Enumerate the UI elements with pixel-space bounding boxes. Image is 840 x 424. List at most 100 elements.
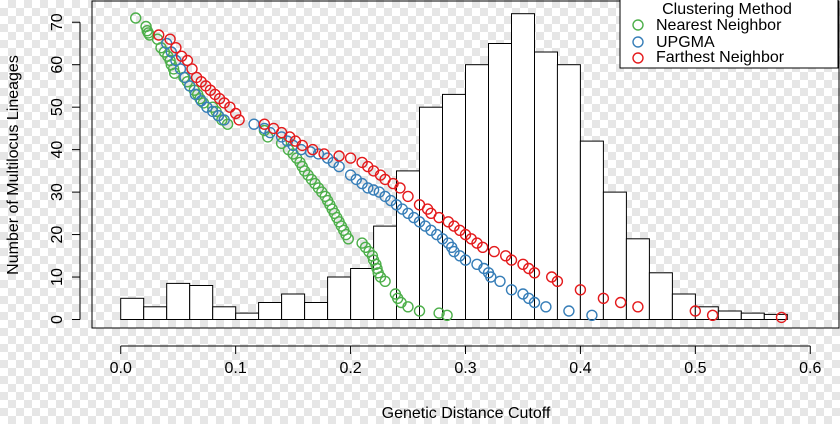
data-point	[505, 284, 518, 296]
data-point	[431, 228, 443, 241]
histogram-bar	[281, 293, 306, 320]
data-point	[597, 292, 610, 304]
data-point	[563, 305, 575, 317]
data-point	[258, 122, 271, 135]
data-point	[307, 143, 319, 156]
data-point	[218, 114, 230, 126]
x-tick-label: 0.6	[799, 360, 821, 377]
data-point	[233, 114, 245, 126]
data-point	[385, 194, 397, 207]
legend-label-upgma: UPGMA	[656, 34, 715, 51]
data-point	[174, 63, 187, 75]
data-point	[362, 182, 374, 194]
y-tick-label: 50	[49, 98, 66, 116]
legend-marker-nearest	[632, 19, 644, 31]
data-point	[459, 228, 472, 241]
data-point	[706, 309, 719, 321]
y-tick-label: 70	[49, 13, 66, 31]
histogram-bar	[143, 306, 168, 320]
legend: Clustering Method Nearest Neighbor UPGMA…	[619, 0, 839, 69]
data-point	[505, 254, 518, 266]
data-point	[433, 211, 445, 224]
histogram-bar	[625, 238, 650, 320]
x-tick-label: 0.2	[339, 360, 361, 377]
data-point	[540, 301, 552, 313]
x-axis: 0.0 0.1 0.2 0.3 0.4 0.5 0.6	[110, 345, 821, 377]
data-point	[574, 284, 587, 296]
data-point	[494, 275, 506, 287]
legend-box	[619, 0, 839, 69]
data-point	[170, 42, 182, 54]
y-tick-label: 10	[49, 268, 66, 286]
legend-marker-farthest	[632, 52, 644, 64]
data-point	[396, 203, 408, 215]
legend-label-farthest: Farthest Neighbor	[656, 49, 785, 66]
data-point	[459, 254, 472, 266]
histogram-bar	[258, 302, 283, 320]
data-point	[448, 220, 460, 232]
data-point	[551, 275, 564, 287]
data-point	[517, 258, 529, 270]
data-point	[129, 12, 142, 24]
data-point	[441, 309, 453, 321]
data-point	[523, 292, 535, 304]
data-point	[229, 107, 242, 120]
data-point	[181, 54, 194, 67]
histogram-bar	[763, 313, 788, 320]
histogram-bar	[304, 302, 329, 320]
y-axis-label: Number of Multilocus Lineages	[5, 55, 22, 275]
legend-label-nearest: Nearest Neighbor	[656, 17, 782, 34]
legend-marker-upgma	[632, 36, 644, 48]
data-point	[318, 148, 330, 160]
data-point	[394, 182, 406, 194]
data-point	[350, 173, 362, 186]
y-tick-label: 40	[49, 141, 66, 159]
histogram-bar	[350, 268, 375, 320]
data-point	[408, 211, 420, 224]
y-tick-label: 0	[49, 315, 66, 324]
data-point	[186, 63, 198, 75]
histogram-bar	[442, 93, 466, 321]
histogram-bar	[534, 51, 558, 320]
x-tick-label: 0.4	[569, 360, 591, 377]
data-point	[370, 258, 382, 270]
x-tick-label: 0.5	[684, 360, 706, 377]
data-point	[402, 190, 414, 203]
histogram-bar	[212, 306, 237, 320]
data-point	[485, 271, 497, 283]
data-point	[275, 131, 288, 143]
data-point	[224, 101, 236, 113]
plot-frame	[91, 0, 840, 329]
data-point	[379, 190, 391, 203]
data-point	[402, 301, 414, 313]
y-tick-label: 30	[49, 183, 66, 201]
histogram-bar	[717, 310, 742, 320]
data-point	[528, 267, 541, 279]
y-tick-label: 60	[49, 56, 66, 74]
y-axis: 0 10 20 30 40 50 60 70	[49, 13, 81, 324]
data-point	[367, 184, 380, 196]
histogram-bar	[694, 306, 719, 320]
data-point	[195, 95, 207, 107]
data-point	[586, 309, 598, 321]
data-point	[327, 156, 339, 169]
data-point	[344, 152, 357, 164]
data-point	[164, 33, 176, 45]
legend-title: Clustering Method	[662, 1, 792, 18]
data-point	[201, 101, 213, 113]
data-point	[152, 29, 165, 41]
histogram-bar	[740, 312, 765, 321]
x-tick-label: 0.0	[110, 360, 132, 377]
data-point	[284, 131, 296, 143]
data-point	[419, 220, 431, 232]
histogram-bar	[189, 285, 214, 320]
histogram-bar	[327, 276, 352, 320]
data-point	[471, 237, 483, 249]
data-point	[775, 311, 788, 324]
histogram-bar	[602, 191, 627, 321]
data-point	[333, 150, 345, 162]
histogram-bar	[556, 64, 581, 320]
data-point	[379, 275, 391, 287]
data-point	[413, 305, 426, 317]
